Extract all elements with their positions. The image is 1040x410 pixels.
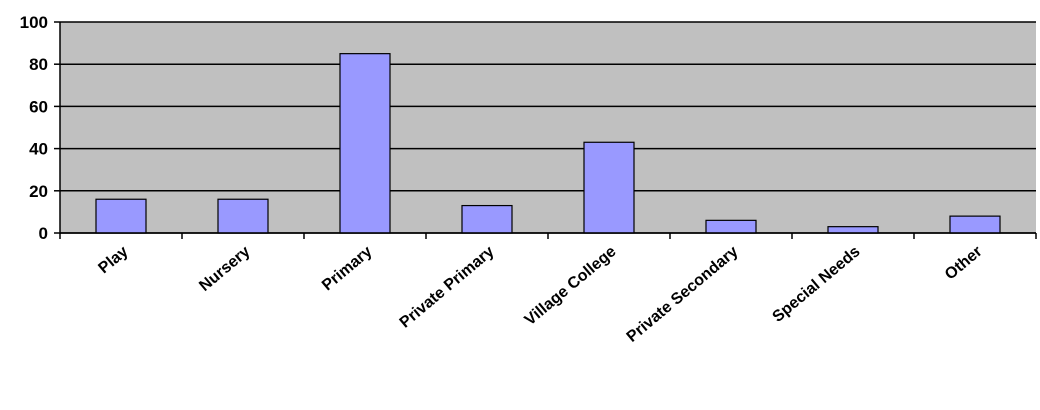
y-tick-label: 60 (29, 97, 48, 116)
x-category-label: Other (942, 243, 986, 283)
bar-primary (339, 53, 391, 234)
x-category-label: Private Primary (397, 243, 498, 332)
bar-private-primary (461, 204, 513, 234)
x-category-label: Nursery (196, 243, 253, 295)
y-tick-label: 100 (20, 13, 48, 32)
x-category-label: Play (95, 243, 131, 277)
x-category-labels: Play Nursery Primary Private Primary Village… (95, 243, 985, 346)
x-category-label: Private Secondary (624, 243, 742, 346)
plot-area (60, 22, 1036, 233)
x-category-label: Village College (522, 243, 620, 329)
bar-private-secondary (705, 219, 757, 234)
bar-other (949, 215, 1001, 234)
y-tick-label: 0 (39, 224, 48, 243)
x-category-label: Primary (319, 243, 376, 294)
y-tick-label: 20 (29, 182, 48, 201)
bar-village-college (583, 141, 635, 234)
gridlines (54, 21, 1036, 234)
bars (95, 53, 1001, 234)
bar-play (95, 198, 147, 234)
y-tick-label: 80 (29, 55, 48, 74)
bar-nursery (217, 198, 269, 234)
axes (59, 22, 1037, 239)
y-tick-label: 40 (29, 140, 48, 159)
y-tick-labels: 0 20 40 60 80 100 (20, 13, 48, 243)
bar-special-needs (827, 226, 879, 234)
x-category-label: Special Needs (770, 243, 864, 326)
